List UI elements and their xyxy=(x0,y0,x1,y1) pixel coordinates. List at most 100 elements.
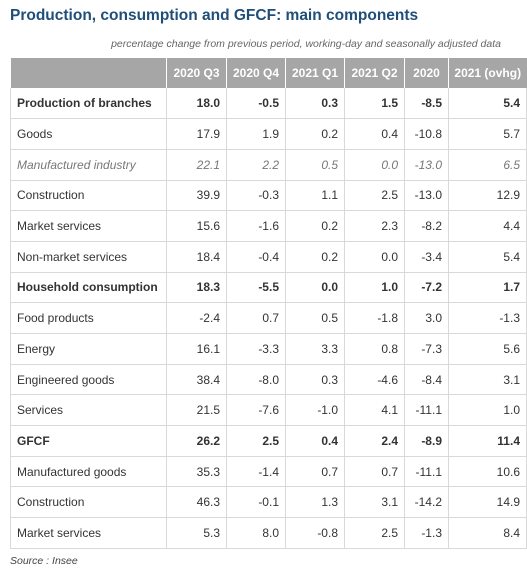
value-cell: -14.2 xyxy=(404,486,449,519)
value-cell: -1.0 xyxy=(285,394,345,427)
value-cell: -0.8 xyxy=(285,517,345,549)
value-cell: -0.5 xyxy=(226,88,286,120)
value-cell: 0.7 xyxy=(226,302,286,334)
value-cell: 3.1 xyxy=(448,364,527,396)
table-row: Services 21.5 -7.6 -1.0 4.1 -11.1 1.0 xyxy=(10,394,527,427)
value-cell: -7.6 xyxy=(226,394,286,427)
value-cell: -5.5 xyxy=(226,272,286,304)
table-subtitle: percentage change from previous period, … xyxy=(111,38,501,50)
value-cell: 46.3 xyxy=(166,486,227,519)
value-cell: 1.1 xyxy=(285,180,345,212)
row-label: Household consumption xyxy=(10,272,167,304)
table-row: Construction 46.3 -0.1 1.3 3.1 -14.2 14.9 xyxy=(10,486,527,519)
row-label: Manufactured industry xyxy=(10,149,167,181)
row-label: Non-market services xyxy=(10,241,167,273)
table-row: Engineered goods 38.4 -8.0 0.3 -4.6 -8.4 3.1 xyxy=(10,364,527,396)
value-cell: 11.4 xyxy=(448,425,527,457)
value-cell: -7.3 xyxy=(404,333,449,365)
table-row: Market services 15.6 -1.6 0.2 2.3 -8.2 4.4 xyxy=(10,210,527,242)
value-cell: -0.3 xyxy=(226,180,286,212)
header-cell: 2021 Q2 xyxy=(344,58,405,88)
value-cell: -1.3 xyxy=(448,302,527,334)
value-cell: 5.4 xyxy=(448,88,527,120)
value-cell: 0.0 xyxy=(285,272,345,304)
value-cell: -0.1 xyxy=(226,486,286,519)
value-cell: 4.4 xyxy=(448,210,527,242)
row-label: Energy xyxy=(10,333,167,365)
value-cell: -8.0 xyxy=(226,364,286,396)
value-cell: 1.7 xyxy=(448,272,527,304)
header-cell xyxy=(10,58,167,88)
table-row: Market services 5.3 8.0 -0.8 2.5 -1.3 8.4 xyxy=(10,517,527,549)
row-label: Services xyxy=(10,394,167,427)
value-cell: 26.2 xyxy=(166,425,227,457)
source-note: Source : Insee xyxy=(10,555,78,567)
value-cell: 6.5 xyxy=(448,149,527,181)
value-cell: 0.5 xyxy=(285,302,345,334)
value-cell: -3.4 xyxy=(404,241,449,273)
table-row: Food products -2.4 0.7 0.5 -1.8 3.0 -1.3 xyxy=(10,302,527,334)
value-cell: 0.2 xyxy=(285,210,345,242)
value-cell: 18.4 xyxy=(166,241,227,273)
value-cell: 5.4 xyxy=(448,241,527,273)
value-cell: 0.3 xyxy=(285,364,345,396)
value-cell: 2.4 xyxy=(344,425,405,457)
value-cell: 15.6 xyxy=(166,210,227,242)
row-label: Engineered goods xyxy=(10,364,167,396)
value-cell: 0.5 xyxy=(285,149,345,181)
value-cell: -1.8 xyxy=(344,302,405,334)
value-cell: 8.4 xyxy=(448,517,527,549)
table-row: GFCF 26.2 2.5 0.4 2.4 -8.9 11.4 xyxy=(10,425,527,457)
value-cell: 8.0 xyxy=(226,517,286,549)
value-cell: 22.1 xyxy=(166,149,227,181)
table-body: Production of branches 18.0 -0.5 0.3 1.5 -8.5… xyxy=(10,88,527,549)
table-row: Production of branches 18.0 -0.5 0.3 1.5 -8.5… xyxy=(10,88,527,120)
row-label: Construction xyxy=(10,486,167,519)
value-cell: -8.9 xyxy=(404,425,449,457)
value-cell: -13.0 xyxy=(404,149,449,181)
value-cell: 18.0 xyxy=(166,88,227,120)
value-cell: 2.5 xyxy=(344,180,405,212)
value-cell: 16.1 xyxy=(166,333,227,365)
header-cell: 2020 Q3 xyxy=(166,58,227,88)
header-row: 2020 Q3 2020 Q4 2021 Q1 2021 Q2 2020 202… xyxy=(10,58,527,88)
value-cell: 0.4 xyxy=(344,118,405,150)
value-cell: -10.8 xyxy=(404,118,449,150)
table-row: Manufactured industry 22.1 2.2 0.5 0.0 -13.0 6… xyxy=(10,149,527,181)
value-cell: 35.3 xyxy=(166,456,227,488)
value-cell: -11.1 xyxy=(404,456,449,488)
value-cell: 0.2 xyxy=(285,118,345,150)
value-cell: -2.4 xyxy=(166,302,227,334)
value-cell: 3.1 xyxy=(344,486,405,519)
value-cell: 17.9 xyxy=(166,118,227,150)
value-cell: 1.5 xyxy=(344,88,405,120)
components-table: 2020 Q3 2020 Q4 2021 Q1 2021 Q2 2020 202… xyxy=(10,58,527,549)
table-row: Household consumption 18.3 -5.5 0.0 1.0 -7.2 1… xyxy=(10,272,527,304)
value-cell: 0.2 xyxy=(285,241,345,273)
row-label: Production of branches xyxy=(10,88,167,120)
value-cell: 0.7 xyxy=(344,456,405,488)
header-cell: 2021 (ovhg) xyxy=(448,58,527,88)
value-cell: 0.8 xyxy=(344,333,405,365)
value-cell: 5.3 xyxy=(166,517,227,549)
value-cell: 3.3 xyxy=(285,333,345,365)
value-cell: 0.0 xyxy=(344,149,405,181)
table-row: Energy 16.1 -3.3 3.3 0.8 -7.3 5.6 xyxy=(10,333,527,365)
value-cell: -11.1 xyxy=(404,394,449,427)
row-label: Market services xyxy=(10,517,167,549)
value-cell: 3.0 xyxy=(404,302,449,334)
table-title: Production, consumption and GFCF: main c… xyxy=(10,7,419,24)
table-row: Goods 17.9 1.9 0.2 0.4 -10.8 5.7 xyxy=(10,118,527,150)
value-cell: 38.4 xyxy=(166,364,227,396)
table-row: Non-market services 18.4 -0.4 0.2 0.0 -3.4 5.4 xyxy=(10,241,527,273)
value-cell: 5.7 xyxy=(448,118,527,150)
value-cell: -8.2 xyxy=(404,210,449,242)
value-cell: 10.6 xyxy=(448,456,527,488)
value-cell: 21.5 xyxy=(166,394,227,427)
value-cell: -1.6 xyxy=(226,210,286,242)
value-cell: 0.7 xyxy=(285,456,345,488)
value-cell: 0.4 xyxy=(285,425,345,457)
row-label: Food products xyxy=(10,302,167,334)
row-label: Construction xyxy=(10,180,167,212)
value-cell: 0.0 xyxy=(344,241,405,273)
